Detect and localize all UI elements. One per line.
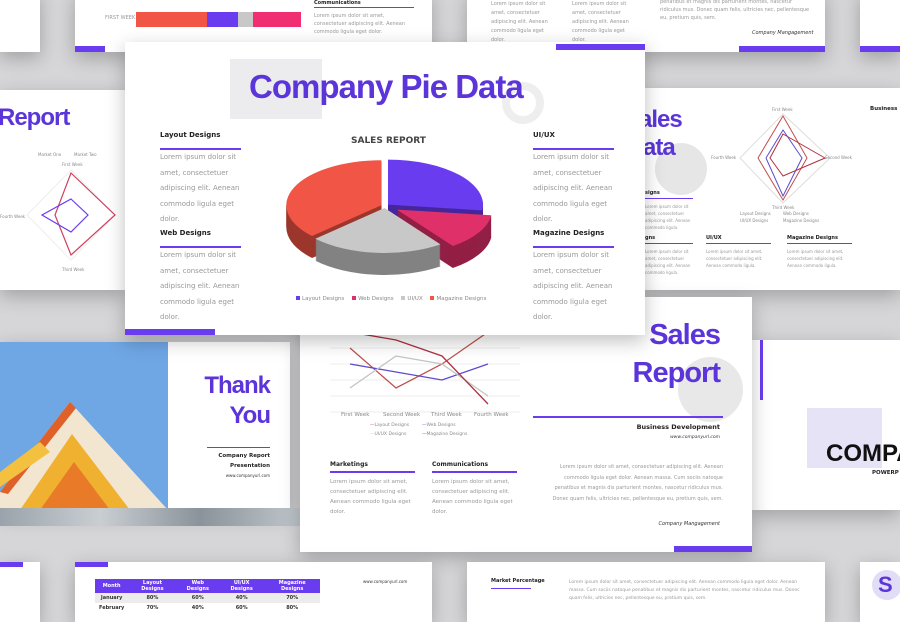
table-header: Month Layout Designs Web Designs UI/UX Desi… <box>95 579 320 593</box>
pie-slice-magazine-designs <box>286 160 382 259</box>
table-cell: 70% <box>146 605 159 611</box>
column-header: UI/UX Designs <box>219 579 265 593</box>
slide-table[interactable]: Month Layout Designs Web Designs UI/UX Desi… <box>75 562 432 622</box>
slide-top-left-edge[interactable] <box>0 0 40 52</box>
slide-report-radar[interactable]: Report Market One Market Two First Week … <box>0 90 125 290</box>
slide-bottom-left-edge[interactable] <box>0 562 40 622</box>
legend-web: —Web Designs <box>422 423 456 428</box>
slide-company[interactable]: COMPA POWERP <box>752 340 900 510</box>
table-cell: 80% <box>286 605 299 611</box>
stacked-bar <box>136 12 301 27</box>
data-table: Month Layout Designs Web Designs UI/UX Desi… <box>95 579 320 613</box>
radar-chart <box>739 113 831 204</box>
section-body: Lorem ipsum dolor sit amet, consectetuer… <box>314 13 406 35</box>
building-photo <box>0 342 168 510</box>
radar-series-market-two <box>40 198 89 233</box>
table-row: February 70% 40% 60% 80% <box>95 603 320 613</box>
legend-layout: —Layout Designs <box>370 423 410 428</box>
table-cell: February <box>99 605 125 611</box>
pie-legend: Layout Designs Web Designs UI/UX Magazin… <box>290 296 486 302</box>
table-cell: January <box>100 595 123 601</box>
column-header: Layout Designs <box>128 579 177 593</box>
row-label: FIRST WEEK <box>105 15 136 21</box>
column-header: Magazine Designs <box>264 579 320 593</box>
pie-slice-layout-designs <box>388 159 484 233</box>
table-cell: 40% <box>235 595 248 601</box>
chart-title: SALES REPORT <box>351 136 426 146</box>
section-heading: Communications <box>314 0 361 6</box>
slide-top-right-edge[interactable] <box>860 0 900 52</box>
table-cell: 80% <box>146 595 159 601</box>
slide-market-percentage[interactable]: Market Percentage Lorem ipsum dolor sit … <box>467 562 825 622</box>
slide-bottom-right-edge[interactable]: S <box>860 562 900 622</box>
column-header: Month <box>95 579 129 593</box>
pie-slice-ui-ux <box>315 207 441 275</box>
legend-magazine: —Magazine Designs <box>422 432 468 437</box>
radar-series-web <box>765 129 803 198</box>
line-series-web-designs <box>349 363 489 381</box>
radar-series-layout <box>757 115 808 201</box>
table-cell: 70% <box>286 595 299 601</box>
slide-thank-you[interactable]: Thank You Company Report Presentation ww… <box>0 342 290 510</box>
table-row: January 80% 60% 40% 70% <box>95 593 320 603</box>
slide-sales-data-radar[interactable]: ales ata First Week Second Week Third We… <box>645 88 900 290</box>
legend-uiux: —UI/UX Designs <box>370 432 407 437</box>
slide-company-pie-data[interactable]: Company Pie Data SALES REPORT Layout Des… <box>125 42 645 335</box>
slide-title: Company Pie Data <box>249 68 524 105</box>
slide-sales-report[interactable]: First Week Second Week Third Week Fourth… <box>300 297 752 552</box>
table-cell: 60% <box>235 605 248 611</box>
table-cell: 60% <box>191 595 204 601</box>
radar-series-magazine <box>769 133 827 177</box>
radar-chart <box>26 169 116 261</box>
column-header: Web Designs <box>176 579 220 593</box>
pie-chart <box>286 159 492 275</box>
line-series-magazine-designs <box>349 331 489 405</box>
slide-title: Report <box>0 104 70 131</box>
line-chart <box>330 331 520 413</box>
table-cell: 40% <box>191 605 204 611</box>
radar-series-market-one <box>54 171 116 257</box>
